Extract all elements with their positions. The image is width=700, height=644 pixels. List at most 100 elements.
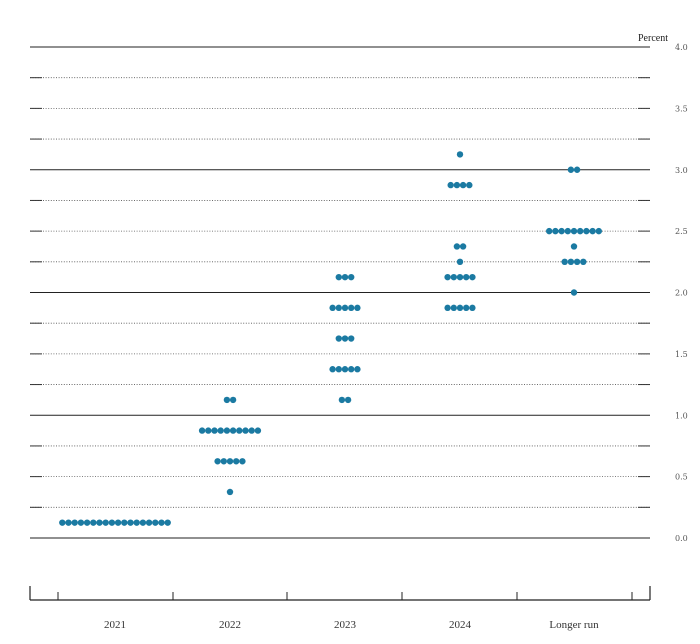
participant-dot bbox=[96, 519, 103, 526]
participant-dot bbox=[558, 227, 565, 235]
participant-dot bbox=[145, 519, 153, 526]
participant-dot bbox=[453, 181, 461, 189]
x-category-label: Longer run bbox=[549, 619, 599, 631]
participant-dot bbox=[229, 396, 237, 404]
participant-dot bbox=[223, 427, 231, 434]
participant-dot bbox=[335, 366, 342, 373]
participant-dot bbox=[338, 396, 346, 404]
x-category-label: 2024 bbox=[449, 619, 472, 631]
participant-dot bbox=[450, 304, 457, 312]
participant-dot bbox=[164, 519, 171, 526]
participant-dot bbox=[223, 396, 231, 404]
participant-dot bbox=[348, 304, 355, 312]
participant-dot bbox=[567, 166, 575, 173]
participant-dot bbox=[573, 258, 581, 266]
participant-dot bbox=[447, 181, 454, 189]
participant-dot bbox=[226, 488, 234, 496]
participant-dot bbox=[577, 227, 584, 235]
participant-dot bbox=[570, 227, 578, 235]
participant-dot bbox=[335, 335, 342, 342]
participant-dot bbox=[456, 304, 464, 312]
participant-dot bbox=[341, 366, 349, 373]
participant-dot bbox=[469, 304, 476, 312]
participant-dot bbox=[121, 519, 128, 526]
y-tick-label: 3.5 bbox=[675, 104, 688, 113]
participant-dot bbox=[546, 227, 553, 235]
gridlines bbox=[30, 46, 650, 539]
participant-dot bbox=[469, 273, 476, 281]
y-tick-label: 3.0 bbox=[675, 166, 688, 175]
participant-dot bbox=[152, 519, 159, 526]
y-axis-tick-labels: 4.0 3.5 3.0 2.5 2.0 1.5 1.0 0.5 0.0 bbox=[675, 43, 688, 543]
participant-dot bbox=[595, 227, 602, 235]
participant-dot bbox=[580, 258, 587, 266]
participant-dot bbox=[354, 304, 361, 312]
participant-dot bbox=[573, 166, 581, 173]
participant-dot bbox=[341, 273, 349, 281]
participant-dot bbox=[236, 427, 243, 434]
y-tick-label: 2.5 bbox=[675, 227, 688, 236]
participant-dot bbox=[65, 519, 72, 526]
participant-dot bbox=[217, 427, 224, 434]
participant-dot bbox=[348, 366, 355, 373]
participant-dot bbox=[463, 273, 470, 281]
y-tick-label: 0.5 bbox=[675, 473, 688, 482]
participant-dot bbox=[354, 366, 361, 373]
participant-dot bbox=[341, 335, 349, 342]
participant-dot bbox=[211, 427, 218, 434]
participant-dot bbox=[77, 519, 85, 526]
participant-dot bbox=[329, 366, 336, 373]
participant-dot bbox=[335, 273, 342, 281]
participant-dot bbox=[226, 458, 234, 465]
participant-dot bbox=[329, 304, 336, 312]
participant-dot bbox=[456, 151, 464, 158]
participant-dot bbox=[456, 273, 464, 281]
participant-dot bbox=[220, 458, 227, 465]
y-tick-label: 0.0 bbox=[675, 534, 688, 543]
participant-dot bbox=[335, 304, 342, 312]
participant-dot bbox=[71, 519, 78, 526]
y-tick-label: 1.5 bbox=[675, 350, 688, 359]
participant-dot bbox=[158, 519, 165, 526]
participant-dot bbox=[198, 427, 206, 434]
participant-dot bbox=[552, 227, 559, 235]
participant-dot bbox=[348, 335, 355, 342]
participant-dot bbox=[242, 427, 249, 434]
participant-dot bbox=[466, 181, 473, 189]
x-category-label: 2023 bbox=[334, 619, 357, 631]
participant-dot bbox=[570, 289, 578, 296]
participant-dot bbox=[254, 427, 262, 434]
participant-dot bbox=[444, 273, 451, 281]
y-tick-label: 2.0 bbox=[675, 289, 688, 298]
x-category-label: 2022 bbox=[219, 619, 241, 631]
participant-dot bbox=[233, 458, 240, 465]
dots bbox=[59, 151, 602, 526]
x-axis: 2021 2022 2023 2024 Longer run bbox=[29, 586, 651, 631]
participant-dot bbox=[463, 304, 470, 312]
participant-dot bbox=[348, 273, 355, 281]
participant-dot bbox=[127, 519, 134, 526]
participant-dot bbox=[453, 243, 461, 250]
participant-dot bbox=[133, 519, 140, 526]
participant-dot bbox=[459, 181, 467, 189]
participant-dot bbox=[239, 458, 246, 465]
unit-label: Percent bbox=[638, 33, 668, 44]
participant-dot bbox=[456, 258, 464, 266]
y-tick-label: 4.0 bbox=[675, 43, 688, 52]
participant-dot bbox=[59, 519, 66, 526]
participant-dot bbox=[564, 227, 571, 235]
participant-dot bbox=[83, 519, 91, 526]
participant-dot bbox=[102, 519, 109, 526]
participant-dot bbox=[248, 427, 255, 434]
participant-dot bbox=[341, 304, 349, 312]
participant-dot bbox=[229, 427, 237, 434]
participant-dot bbox=[583, 227, 590, 235]
participant-dot bbox=[589, 227, 596, 235]
x-category-label: 2021 bbox=[104, 619, 126, 631]
participant-dot bbox=[205, 427, 212, 434]
participant-dot bbox=[459, 243, 467, 250]
participant-dot bbox=[214, 458, 221, 465]
participant-dot bbox=[108, 519, 116, 526]
participant-dot bbox=[344, 396, 352, 404]
